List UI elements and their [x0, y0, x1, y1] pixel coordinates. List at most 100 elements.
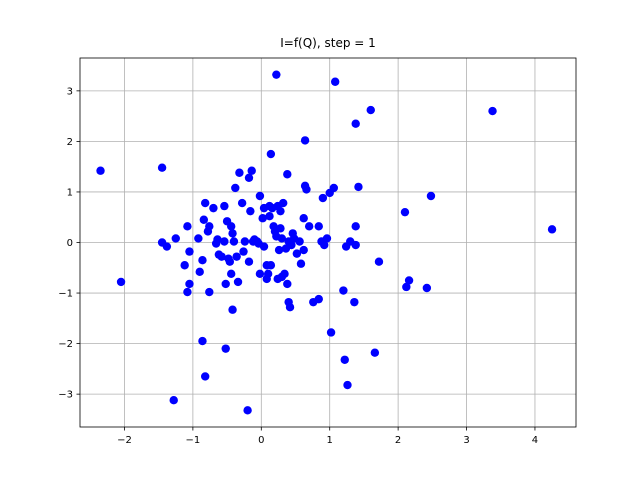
x-axis: −2 −1 0 1 2 3 4: [117, 427, 538, 446]
data-point: [370, 348, 380, 357]
data-point: [330, 77, 340, 86]
data-point: [231, 183, 240, 193]
data-point: [228, 229, 237, 238]
data-point: [488, 106, 497, 116]
data-point: [221, 344, 230, 353]
data-point: [547, 225, 557, 234]
data-point: [180, 261, 189, 270]
data-point: [351, 119, 360, 128]
data-point: [320, 240, 329, 250]
data-point: [280, 269, 289, 279]
data-point: [299, 214, 308, 223]
data-point: [235, 168, 244, 177]
data-point: [314, 294, 323, 304]
data-point: [266, 149, 276, 159]
x-tick-label: 0: [258, 435, 264, 446]
data-point: [183, 287, 192, 297]
data-point: [402, 282, 411, 292]
y-tick-label: 2: [67, 137, 73, 148]
data-point: [340, 355, 349, 364]
data-point: [351, 240, 360, 250]
data-point: [217, 252, 226, 261]
data-point: [198, 255, 207, 265]
data-point: [198, 336, 207, 346]
data-point: [183, 222, 192, 231]
data-point: [339, 286, 348, 295]
data-point: [200, 198, 210, 208]
data-point: [247, 166, 256, 175]
data-point: [374, 257, 384, 266]
y-axis: −3 −2 −1 0 1 2 3: [58, 86, 80, 401]
data-point: [314, 222, 323, 231]
data-point: [329, 183, 339, 193]
data-point: [276, 206, 285, 216]
data-point: [233, 277, 243, 287]
data-point: [116, 277, 126, 287]
data-point: [195, 267, 204, 277]
data-point: [226, 269, 236, 279]
data-point: [244, 257, 254, 266]
data-point: [422, 283, 432, 293]
data-point: [185, 279, 194, 289]
data-point: [299, 245, 308, 255]
data-point: [244, 173, 254, 182]
data-point: [205, 287, 214, 297]
data-point: [283, 279, 292, 289]
data-point: [259, 242, 269, 251]
data-point: [162, 242, 172, 251]
data-point: [272, 70, 281, 79]
data-point: [304, 222, 314, 231]
data-point: [274, 245, 284, 255]
data-point: [343, 380, 352, 390]
y-tick-label: −2: [58, 339, 73, 350]
data-point: [295, 237, 304, 246]
data-point: [322, 234, 332, 243]
data-point: [265, 212, 274, 221]
data-point: [283, 170, 292, 179]
data-point: [237, 198, 247, 208]
x-tick-label: 4: [532, 435, 538, 446]
data-point: [169, 396, 178, 405]
y-tick-label: −3: [58, 390, 73, 401]
y-tick-label: 3: [67, 86, 73, 97]
data-point: [326, 328, 336, 337]
data-point: [404, 276, 414, 285]
chart-title: I=f(Q), step = 1: [280, 36, 376, 50]
data-point: [285, 303, 295, 312]
data-point: [194, 234, 203, 243]
x-tick-label: −2: [117, 435, 132, 446]
data-point: [171, 234, 180, 243]
data-point: [354, 182, 363, 192]
data-point: [296, 259, 306, 268]
y-tick-label: 0: [67, 238, 73, 249]
data-point: [302, 185, 311, 194]
data-point: [287, 240, 296, 250]
data-point: [292, 249, 302, 258]
data-points: [96, 70, 557, 415]
data-point: [199, 215, 209, 224]
data-point: [239, 247, 248, 256]
x-tick-label: 2: [395, 435, 401, 446]
data-point: [426, 191, 436, 201]
data-point: [205, 222, 214, 231]
data-point: [221, 279, 230, 289]
x-tick-label: −1: [186, 435, 201, 446]
data-point: [350, 297, 359, 307]
data-point: [318, 193, 328, 203]
data-point: [229, 237, 239, 246]
data-point: [351, 222, 360, 231]
data-point: [246, 206, 255, 216]
data-point: [300, 136, 310, 145]
data-point: [255, 269, 265, 279]
data-point: [225, 257, 235, 266]
data-point: [213, 235, 222, 244]
data-point: [220, 237, 229, 246]
y-tick-label: −1: [58, 289, 73, 300]
data-point: [96, 166, 105, 175]
x-tick-label: 1: [327, 435, 333, 446]
data-point: [185, 247, 194, 256]
data-point: [226, 222, 236, 231]
data-point: [263, 269, 273, 279]
data-point: [400, 207, 410, 217]
data-point: [209, 203, 218, 213]
